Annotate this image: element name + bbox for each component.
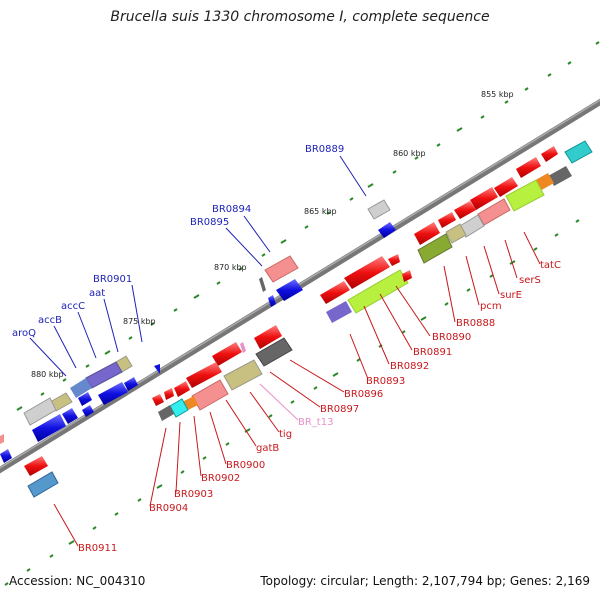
gene-feature — [414, 222, 440, 245]
gene-label[interactable]: BR0900 — [226, 460, 265, 471]
gene-feature — [154, 364, 160, 374]
scale-tick-label: 870 kbp — [214, 263, 247, 272]
gene-feature — [388, 254, 400, 266]
scale-tick-label: 860 kbp — [393, 149, 426, 158]
gene-feature — [82, 405, 94, 417]
gene-label[interactable]: BR0904 — [149, 503, 188, 514]
gene-label[interactable]: surE — [500, 290, 522, 301]
gene-label[interactable]: BR0902 — [201, 473, 240, 484]
gene-label[interactable]: tatC — [540, 260, 561, 271]
label-leader-lines — [29, 155, 541, 547]
gene-feature — [548, 166, 572, 186]
forward-strand-genes[interactable] — [24, 140, 593, 498]
gene-label[interactable]: BR0903 — [174, 489, 213, 500]
gene-feature — [98, 382, 128, 405]
reverse-strand-genes[interactable] — [0, 199, 396, 463]
gene-feature — [516, 157, 541, 178]
scale-tick-label: 855 kbp — [481, 90, 514, 99]
gene-label[interactable]: BR0888 — [456, 318, 495, 329]
gene-feature — [264, 255, 299, 283]
gene-label[interactable]: BR0895 — [190, 217, 229, 228]
gene-label[interactable]: BR0901 — [93, 274, 132, 285]
gene-feature — [254, 325, 282, 349]
gene-label[interactable]: aat — [89, 288, 105, 299]
gene-label[interactable]: BR0892 — [390, 361, 429, 372]
gene-label[interactable]: BR0893 — [366, 376, 405, 387]
gene-feature — [494, 177, 518, 197]
gene-label[interactable]: gatB — [256, 443, 279, 454]
gene-feature — [32, 414, 66, 442]
gene-feature — [402, 270, 412, 282]
gene-feature — [344, 256, 390, 289]
gene-feature — [259, 277, 266, 292]
gene-label[interactable]: BR_t13 — [298, 417, 333, 428]
gene-feature — [255, 337, 293, 367]
gene-feature — [191, 379, 229, 411]
accession-text: Accession: NC_004310 — [9, 574, 146, 588]
gene-label[interactable]: pcm — [480, 301, 502, 312]
gene-feature — [62, 408, 78, 424]
gene-feature — [223, 359, 263, 391]
gene-feature — [23, 397, 57, 426]
gene-feature — [85, 361, 123, 389]
gene-feature — [417, 233, 453, 264]
gene-label[interactable]: BR0896 — [344, 389, 383, 400]
gene-feature — [174, 381, 190, 397]
gene-feature — [0, 449, 12, 463]
gene-feature — [27, 471, 59, 498]
gene-label[interactable]: accB — [38, 315, 62, 326]
genome-summary-text: Topology: circular; Length: 2,107,794 bp… — [260, 574, 590, 588]
gene-label[interactable]: BR0897 — [320, 404, 359, 415]
gene-label[interactable]: BR0889 — [305, 144, 344, 155]
gene-feature — [212, 342, 242, 366]
map-title: Brucella suis 1330 chromosome I, complet… — [110, 9, 490, 25]
gene-label[interactable]: accC — [61, 301, 85, 312]
gene-feature — [326, 301, 352, 323]
gene-label[interactable]: BR0894 — [212, 204, 251, 215]
gene-feature — [541, 146, 558, 162]
gene-feature — [78, 392, 92, 406]
gene-feature — [347, 269, 409, 314]
gene-label[interactable]: BR0890 — [432, 332, 471, 343]
scale-tick-label: 880 kbp — [31, 370, 64, 379]
gene-feature — [240, 342, 246, 353]
gene-feature — [378, 222, 396, 238]
gene-feature — [169, 398, 189, 418]
gene-feature — [0, 434, 4, 444]
gene-label[interactable]: tig — [279, 429, 292, 440]
gene-feature — [124, 377, 138, 391]
gene-feature — [268, 295, 276, 307]
gene-label[interactable]: aroQ — [12, 328, 36, 339]
gene-label[interactable]: BR0891 — [413, 347, 452, 358]
gene-feature — [564, 140, 593, 164]
gene-feature — [276, 279, 303, 301]
scale-tick-label: 865 kbp — [304, 207, 337, 216]
gene-feature — [505, 179, 545, 212]
scale-ruler — [16, 41, 600, 411]
gene-feature — [470, 187, 498, 210]
gene-feature — [186, 362, 222, 388]
gene-feature — [164, 388, 174, 400]
gene-feature — [367, 199, 391, 220]
gene-feature — [152, 394, 164, 406]
gene-label[interactable]: serS — [519, 275, 541, 286]
gene-label[interactable]: BR0911 — [78, 543, 117, 554]
gene-feature — [445, 223, 467, 244]
gene-feature — [438, 212, 456, 228]
gene-feature — [70, 378, 92, 398]
gene-feature — [320, 281, 350, 304]
gene-feature — [158, 405, 174, 421]
gene-feature — [454, 201, 476, 219]
gene-feature — [24, 456, 48, 476]
scale-tick-label: 875 kbp — [123, 317, 156, 326]
